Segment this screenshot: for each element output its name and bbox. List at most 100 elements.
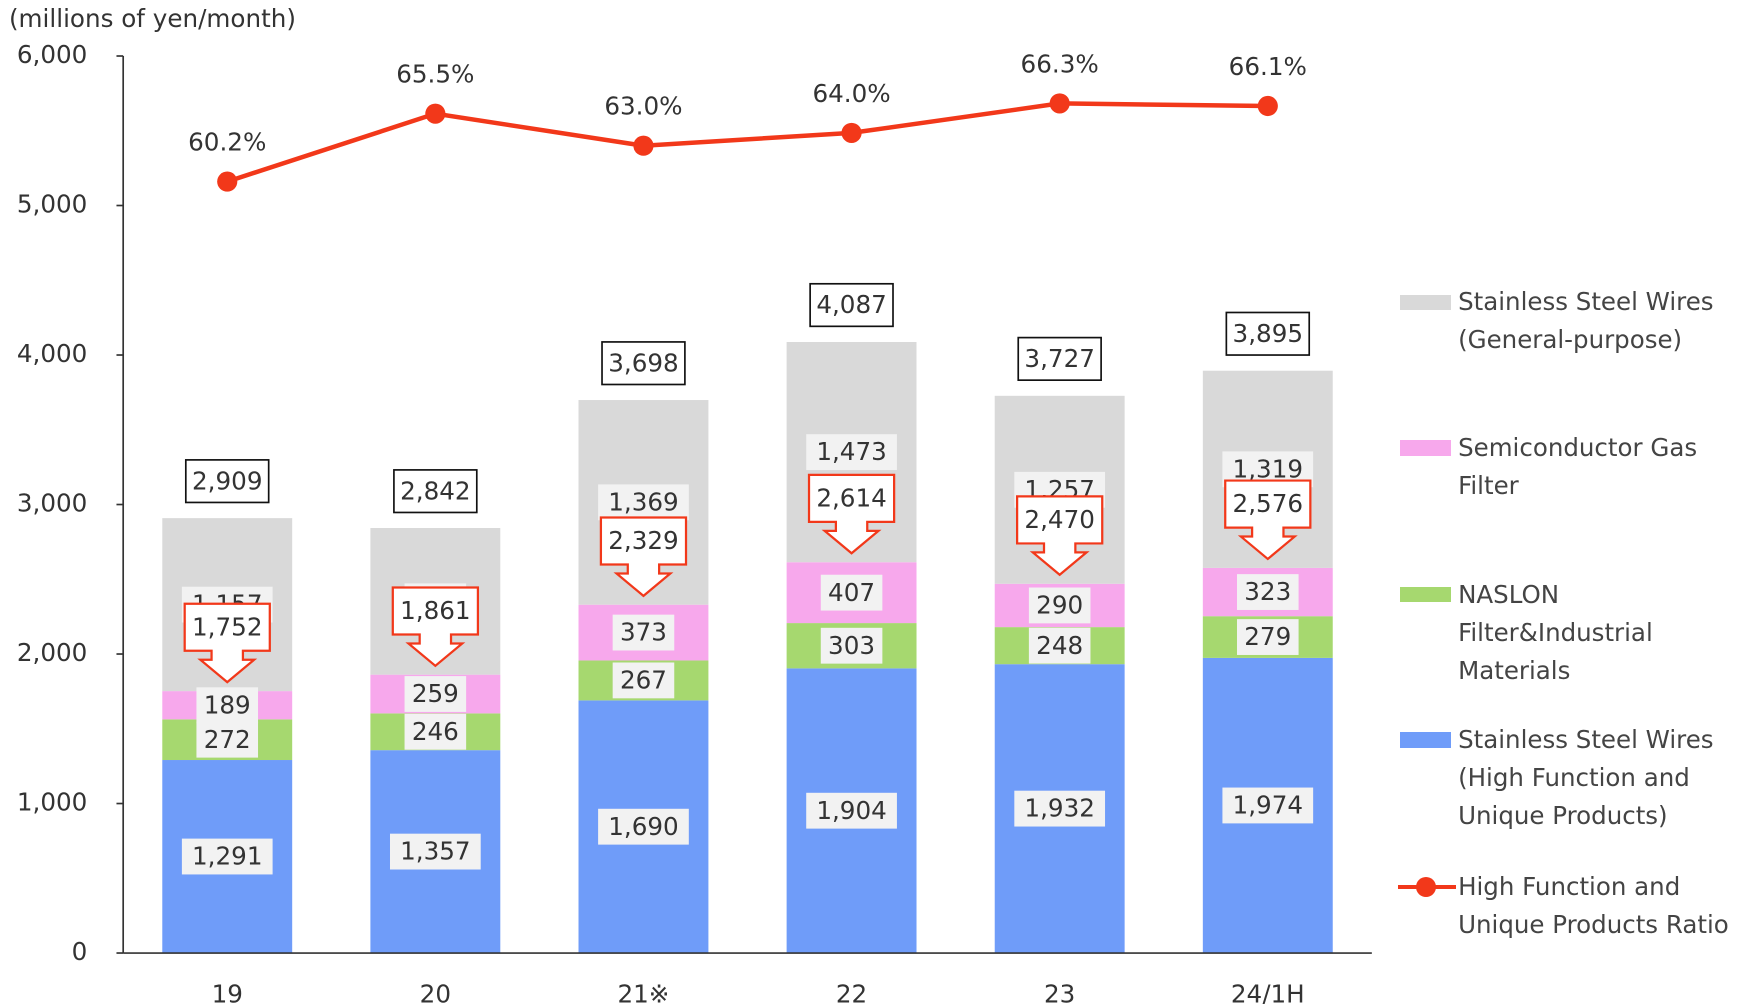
data-label-box <box>820 627 883 664</box>
y-tick-label: 4,000 <box>17 339 88 368</box>
y-tick-label: 1,000 <box>17 788 88 817</box>
legend-swatch <box>1399 440 1452 456</box>
ratio-label: 60.2% <box>188 128 266 157</box>
data-label: 189 <box>204 690 251 719</box>
total-label: 3,727 <box>1024 344 1095 373</box>
y-tick-label: 3,000 <box>17 489 88 518</box>
data-label-box <box>612 662 675 699</box>
callout <box>183 602 271 684</box>
data-label-box <box>1222 787 1314 824</box>
subtotal-label: 2,576 <box>1233 489 1304 518</box>
data-label: 1,690 <box>608 812 679 841</box>
data-label-box <box>598 808 689 845</box>
ratio-point <box>217 171 238 192</box>
total-box <box>809 282 894 328</box>
data-label-box <box>404 713 467 750</box>
data-label: 1,357 <box>400 837 471 866</box>
data-label: 303 <box>828 631 875 660</box>
data-label-box <box>820 574 883 611</box>
legend-label: Stainless Steel Wires (High Function and… <box>1458 725 1714 831</box>
callout <box>599 516 688 598</box>
data-label: 1,974 <box>1233 791 1304 820</box>
data-label: 1,291 <box>192 842 263 871</box>
data-label-box <box>1014 790 1106 827</box>
legend-swatch <box>1397 876 1456 898</box>
data-label-box <box>1236 619 1299 655</box>
data-label: 259 <box>412 679 459 708</box>
data-label: 279 <box>1244 622 1291 651</box>
data-label: 1,319 <box>1233 454 1304 483</box>
ratio-point <box>425 103 446 124</box>
data-label-box <box>196 721 259 758</box>
data-label-box <box>389 833 481 870</box>
data-label: 272 <box>204 725 251 754</box>
data-label-box <box>1028 587 1091 624</box>
ratio-line <box>226 101 1268 184</box>
ratio-point <box>841 122 862 143</box>
callout <box>1224 479 1312 561</box>
callout <box>1016 495 1104 577</box>
data-label-box <box>1236 574 1299 610</box>
total-box <box>393 469 478 514</box>
total-label: 2,909 <box>192 466 263 495</box>
subtotal-label: 1,752 <box>192 612 263 641</box>
data-label: 246 <box>412 717 459 746</box>
data-label-box <box>806 434 897 471</box>
subtotal-label: 2,614 <box>816 484 887 513</box>
subtotal-label: 1,861 <box>400 596 471 625</box>
total-box <box>1017 336 1102 381</box>
total-label: 3,698 <box>608 348 679 377</box>
total-box <box>1225 311 1311 356</box>
data-label-box <box>181 838 273 875</box>
legend-swatch <box>1399 294 1452 311</box>
total-box <box>184 459 270 504</box>
x-tick-label: 24/1H <box>1231 980 1305 1004</box>
data-label: 373 <box>620 618 667 647</box>
data-label: 1,369 <box>608 487 679 516</box>
ratio-label: 66.1% <box>1229 52 1307 81</box>
total-label: 4,087 <box>816 290 887 319</box>
y-axis-label: (millions of yen/month) <box>9 4 296 33</box>
y-tick-label: 6,000 <box>17 40 88 69</box>
data-label: 407 <box>828 578 875 607</box>
subtotal-label: 2,329 <box>608 526 679 555</box>
total-label: 2,842 <box>400 476 471 505</box>
data-label: 323 <box>1244 577 1291 606</box>
data-label-box <box>1028 627 1091 664</box>
legend-swatch <box>1399 586 1452 603</box>
ratio-label: 65.5% <box>396 60 474 89</box>
y-tick-label: 5,000 <box>17 190 88 219</box>
subtotal-label: 2,470 <box>1024 505 1095 534</box>
x-tick-label: 23 <box>1044 980 1075 1004</box>
total-box <box>601 341 686 386</box>
y-tick-label: 0 <box>72 937 88 966</box>
x-tick-label: 20 <box>420 980 451 1004</box>
ratio-label: 63.0% <box>604 92 682 121</box>
data-label: 1,473 <box>816 437 887 466</box>
y-tick-label: 2,000 <box>17 638 88 667</box>
ratio-point <box>633 135 654 156</box>
legend-label: Semiconductor Gas Filter <box>1458 432 1698 500</box>
x-tick-label: 22 <box>836 980 867 1004</box>
data-label: 1,932 <box>1024 794 1095 823</box>
legend-label: NASLON Filter&Industrial Materials <box>1458 579 1653 685</box>
callout <box>391 586 480 668</box>
data-label-box <box>612 614 675 651</box>
ratio-label: 66.3% <box>1021 49 1099 78</box>
ratio-label: 64.0% <box>812 79 890 108</box>
x-tick-label: 21※ <box>617 980 669 1004</box>
data-label-box <box>404 676 467 712</box>
total-label: 3,895 <box>1233 319 1304 348</box>
data-label: 290 <box>1036 591 1083 620</box>
ratio-point <box>1049 93 1070 114</box>
legend-label: Stainless Steel Wires (General-purpose) <box>1458 287 1714 355</box>
data-label-box <box>806 792 897 829</box>
data-label: 1,904 <box>816 796 887 825</box>
data-label-box <box>196 687 259 724</box>
data-label: 248 <box>1036 631 1083 660</box>
legend-marker <box>1415 876 1436 898</box>
callout <box>807 473 896 555</box>
x-tick-label: 19 <box>212 980 243 1004</box>
